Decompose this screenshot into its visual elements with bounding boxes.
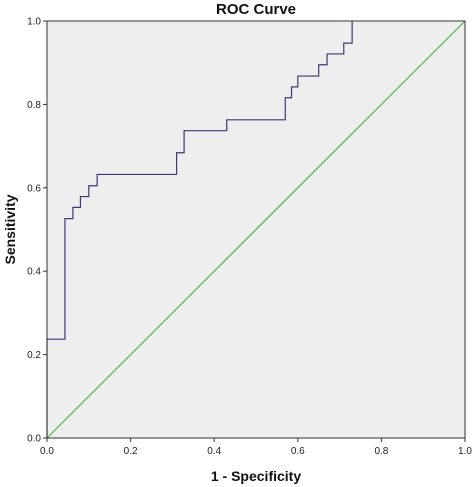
x-tick-label: 0.8 [374, 446, 388, 457]
x-tick-label: 0.4 [207, 446, 221, 457]
y-tick-label: 0.2 [27, 350, 41, 361]
y-tick-label: 1.0 [27, 17, 41, 28]
reference-diagonal-line [46, 20, 466, 439]
y-tick-label: 0.8 [27, 100, 41, 111]
x-tick-label: 0.2 [124, 446, 138, 457]
x-tick-label: 1.0 [458, 446, 472, 457]
series-layer [46, 20, 466, 439]
x-tick-label: 0.6 [291, 446, 305, 457]
y-axis-title: Sensitivity [2, 194, 18, 264]
plot-frame [46, 20, 466, 439]
y-tick-label: 0.6 [27, 183, 41, 194]
axes: 0.0 0.2 0.4 0.6 0.8 1.0 0.0 0.2 0.4 0.6 0.8 1.0 [27, 17, 472, 458]
chart-title: ROC Curve [216, 1, 296, 18]
x-tick-label: 0.0 [40, 446, 54, 457]
roc-curve-line [46, 21, 353, 438]
x-axis-title: 1 - Specificity [211, 468, 301, 484]
y-tick-label: 0.4 [27, 267, 41, 278]
y-tick-label: 0.0 [27, 434, 41, 445]
